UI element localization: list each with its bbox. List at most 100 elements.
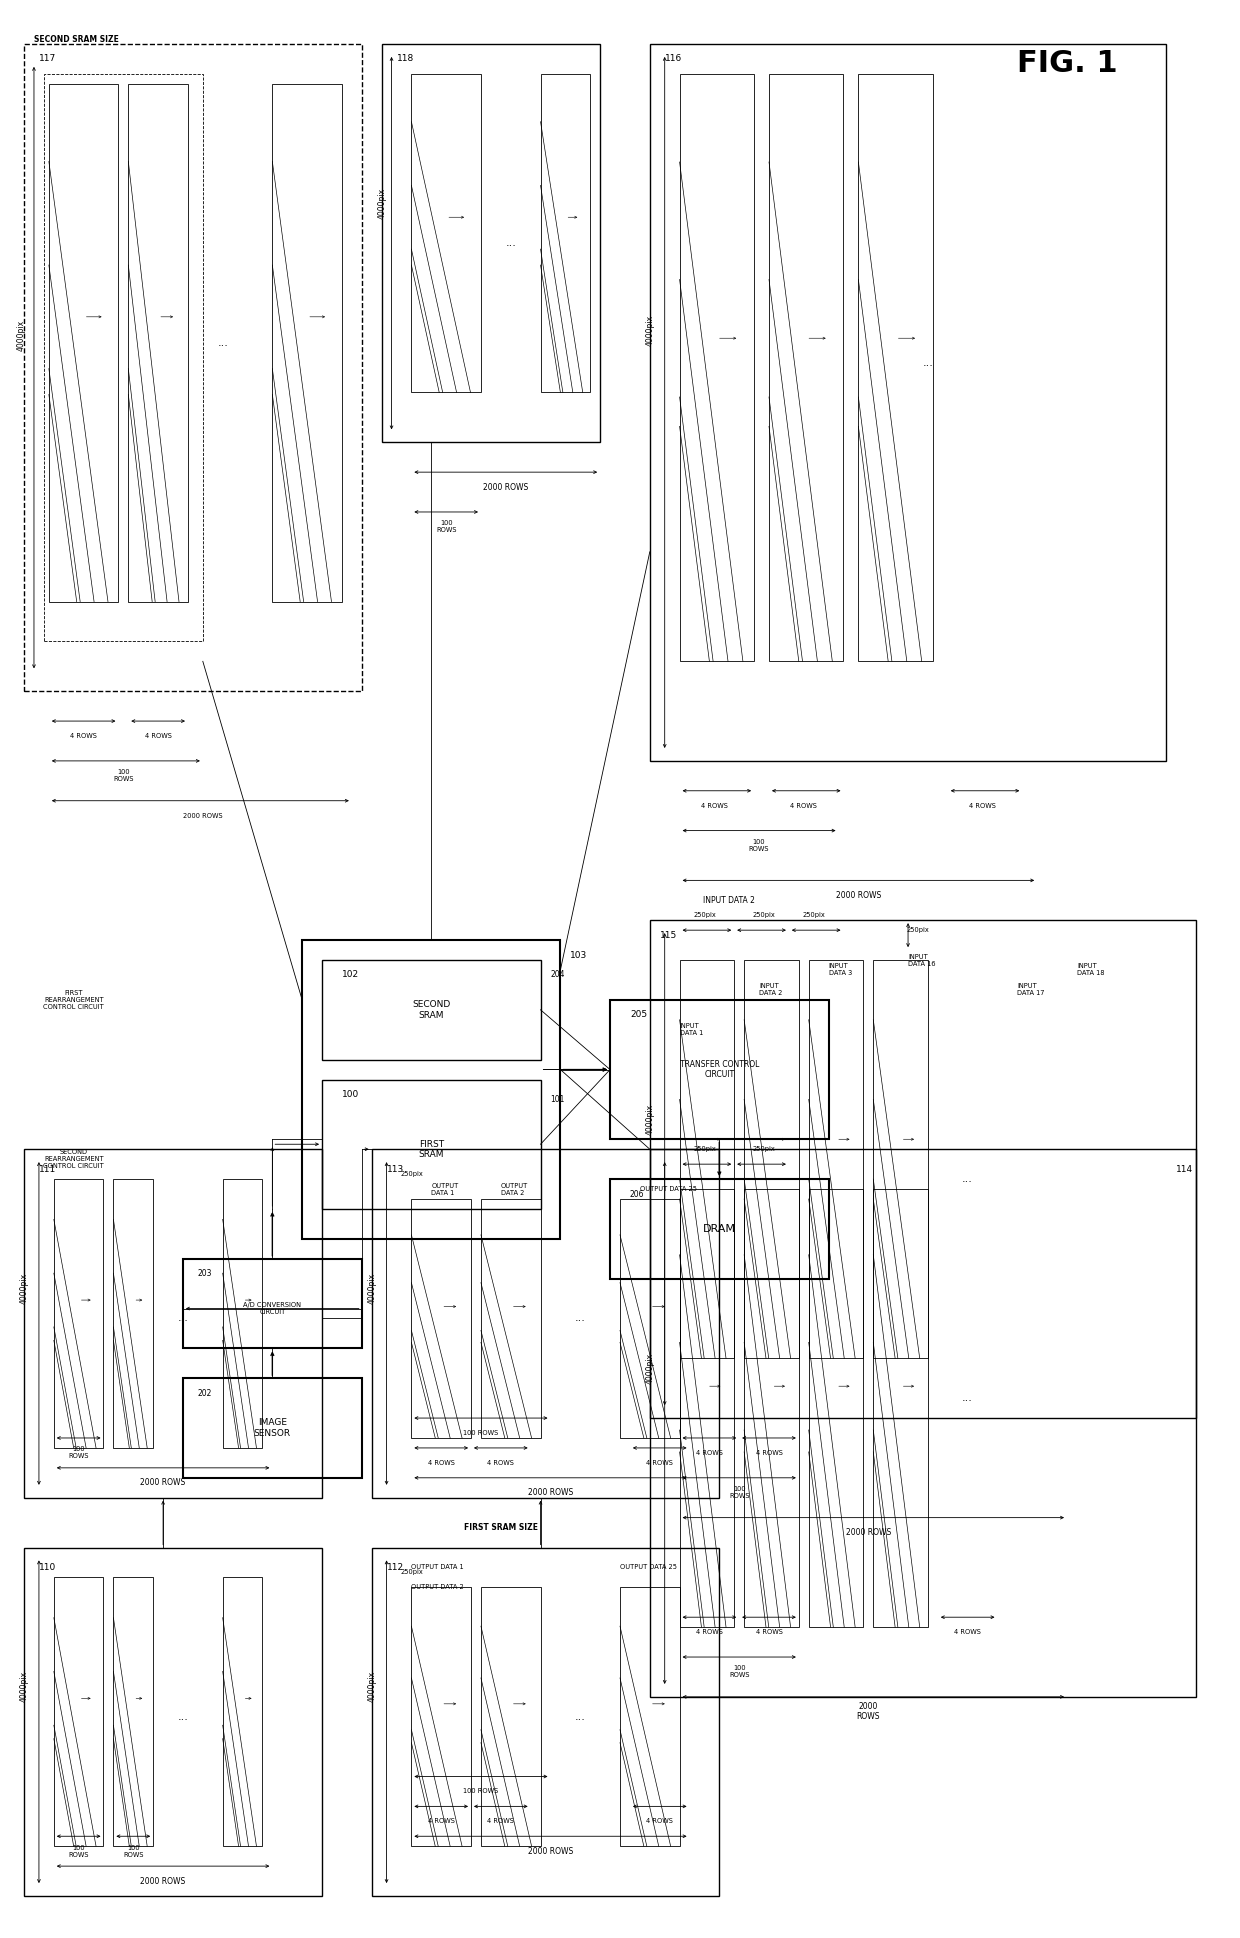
Text: 4 ROWS: 4 ROWS <box>145 733 171 738</box>
Bar <box>744 1190 799 1628</box>
Text: 205: 205 <box>630 1010 647 1019</box>
Bar <box>744 959 799 1359</box>
Text: IMAGE
SENSOR: IMAGE SENSOR <box>254 1419 291 1438</box>
Bar <box>680 959 734 1359</box>
Bar <box>620 1200 680 1438</box>
Bar <box>873 959 928 1359</box>
Bar <box>128 83 188 601</box>
Text: 2000 ROWS: 2000 ROWS <box>836 891 880 899</box>
Bar <box>24 45 362 692</box>
Text: 204: 204 <box>551 971 565 979</box>
Bar <box>273 83 342 601</box>
Text: 4 ROWS: 4 ROWS <box>646 1818 673 1824</box>
Text: OUTPUT
DATA 2: OUTPUT DATA 2 <box>501 1182 528 1196</box>
Text: ...: ... <box>177 1711 188 1721</box>
Text: 4 ROWS: 4 ROWS <box>646 1459 673 1465</box>
Bar <box>53 1178 103 1448</box>
Bar <box>680 74 754 661</box>
Bar <box>113 1178 154 1448</box>
Text: 100
ROWS: 100 ROWS <box>113 769 134 783</box>
Text: 110: 110 <box>38 1562 56 1572</box>
Text: 2000 ROWS: 2000 ROWS <box>528 1488 573 1498</box>
Bar <box>680 1190 734 1628</box>
Text: 2000 ROWS: 2000 ROWS <box>140 1479 186 1486</box>
Bar <box>113 1578 154 1847</box>
Text: 250pix: 250pix <box>401 1570 423 1576</box>
Text: INPUT
DATA 16: INPUT DATA 16 <box>908 953 935 967</box>
Text: SECOND
REARRANGEMENT
CONTROL CIRCUIT: SECOND REARRANGEMENT CONTROL CIRCUIT <box>43 1149 104 1169</box>
Text: 2000 ROWS: 2000 ROWS <box>484 483 528 492</box>
Bar <box>481 1200 541 1438</box>
Text: 4000pix: 4000pix <box>646 1105 655 1136</box>
Text: 103: 103 <box>570 950 588 959</box>
Text: 112: 112 <box>387 1562 404 1572</box>
Bar <box>412 1587 471 1847</box>
Text: 4000pix: 4000pix <box>367 1671 377 1702</box>
Text: 250pix: 250pix <box>693 1145 715 1153</box>
Text: OUTPUT DATA 25: OUTPUT DATA 25 <box>620 1564 677 1570</box>
Text: FIRST
SRAM: FIRST SRAM <box>419 1140 444 1159</box>
Text: OUTPUT DATA 1: OUTPUT DATA 1 <box>412 1564 464 1570</box>
Text: ...: ... <box>923 359 934 368</box>
Text: SECOND
SRAM: SECOND SRAM <box>412 1000 450 1019</box>
Text: 250pix: 250pix <box>753 1145 775 1153</box>
Text: INPUT
DATA 3: INPUT DATA 3 <box>828 963 852 977</box>
Text: 111: 111 <box>38 1165 56 1174</box>
Text: 4 ROWS: 4 ROWS <box>487 1459 515 1465</box>
Text: 4 ROWS: 4 ROWS <box>790 802 817 808</box>
Text: 2000 ROWS: 2000 ROWS <box>140 1876 186 1886</box>
Text: INPUT
DATA 1: INPUT DATA 1 <box>680 1023 703 1037</box>
Text: 203: 203 <box>198 1269 212 1279</box>
Text: INPUT
DATA 17: INPUT DATA 17 <box>1017 983 1045 996</box>
Text: 250pix: 250pix <box>802 913 825 919</box>
Text: 101: 101 <box>551 1095 565 1105</box>
Text: 250pix: 250pix <box>753 913 775 919</box>
Text: 2000 ROWS: 2000 ROWS <box>846 1527 892 1537</box>
Bar <box>24 1149 322 1498</box>
Bar <box>382 45 600 442</box>
Text: 4 ROWS: 4 ROWS <box>755 1630 782 1636</box>
Text: FIRST SRAM SIZE: FIRST SRAM SIZE <box>464 1523 538 1533</box>
Text: 4 ROWS: 4 ROWS <box>970 802 996 808</box>
Text: ...: ... <box>962 1174 973 1184</box>
Text: INPUT
DATA 2: INPUT DATA 2 <box>759 983 782 996</box>
Text: FIRST
REARRANGEMENT
CONTROL CIRCUIT: FIRST REARRANGEMENT CONTROL CIRCUIT <box>43 990 104 1010</box>
Bar <box>303 940 560 1238</box>
Text: 4 ROWS: 4 ROWS <box>755 1450 782 1455</box>
Bar <box>412 74 481 393</box>
Bar <box>412 1200 471 1438</box>
Bar <box>808 1190 863 1628</box>
Text: ...: ... <box>217 337 228 347</box>
Text: ...: ... <box>575 1711 585 1721</box>
Text: 4 ROWS: 4 ROWS <box>71 733 97 738</box>
Text: ...: ... <box>177 1314 188 1324</box>
Text: 4000pix: 4000pix <box>20 1671 29 1702</box>
Bar <box>372 1149 719 1498</box>
Bar <box>769 74 843 661</box>
Text: 4 ROWS: 4 ROWS <box>701 802 728 808</box>
Bar <box>48 83 118 601</box>
Text: OUTPUT DATA 2: OUTPUT DATA 2 <box>412 1585 464 1591</box>
Text: 4000pix: 4000pix <box>646 1353 655 1384</box>
Bar <box>53 1578 103 1847</box>
Text: 100
ROWS: 100 ROWS <box>729 1486 749 1500</box>
Bar <box>322 1079 541 1209</box>
Bar <box>24 1548 322 1895</box>
Text: 100 ROWS: 100 ROWS <box>464 1430 498 1436</box>
Text: INPUT DATA 2: INPUT DATA 2 <box>703 895 755 905</box>
Text: 115: 115 <box>660 930 677 940</box>
Text: OUTPUT DATA 25: OUTPUT DATA 25 <box>640 1186 697 1192</box>
Text: 4 ROWS: 4 ROWS <box>428 1818 455 1824</box>
Text: 100
ROWS: 100 ROWS <box>68 1845 89 1859</box>
Bar <box>873 1190 928 1628</box>
Bar <box>541 74 590 393</box>
Text: 250pix: 250pix <box>906 926 929 934</box>
Bar <box>223 1578 263 1847</box>
Bar <box>610 1000 828 1140</box>
Text: 4000pix: 4000pix <box>20 1273 29 1304</box>
Text: INPUT
DATA 18: INPUT DATA 18 <box>1076 963 1105 977</box>
Text: ...: ... <box>575 1314 585 1324</box>
Text: 4 ROWS: 4 ROWS <box>696 1630 723 1636</box>
Text: 4000pix: 4000pix <box>17 320 26 351</box>
Text: 250pix: 250pix <box>401 1171 423 1176</box>
